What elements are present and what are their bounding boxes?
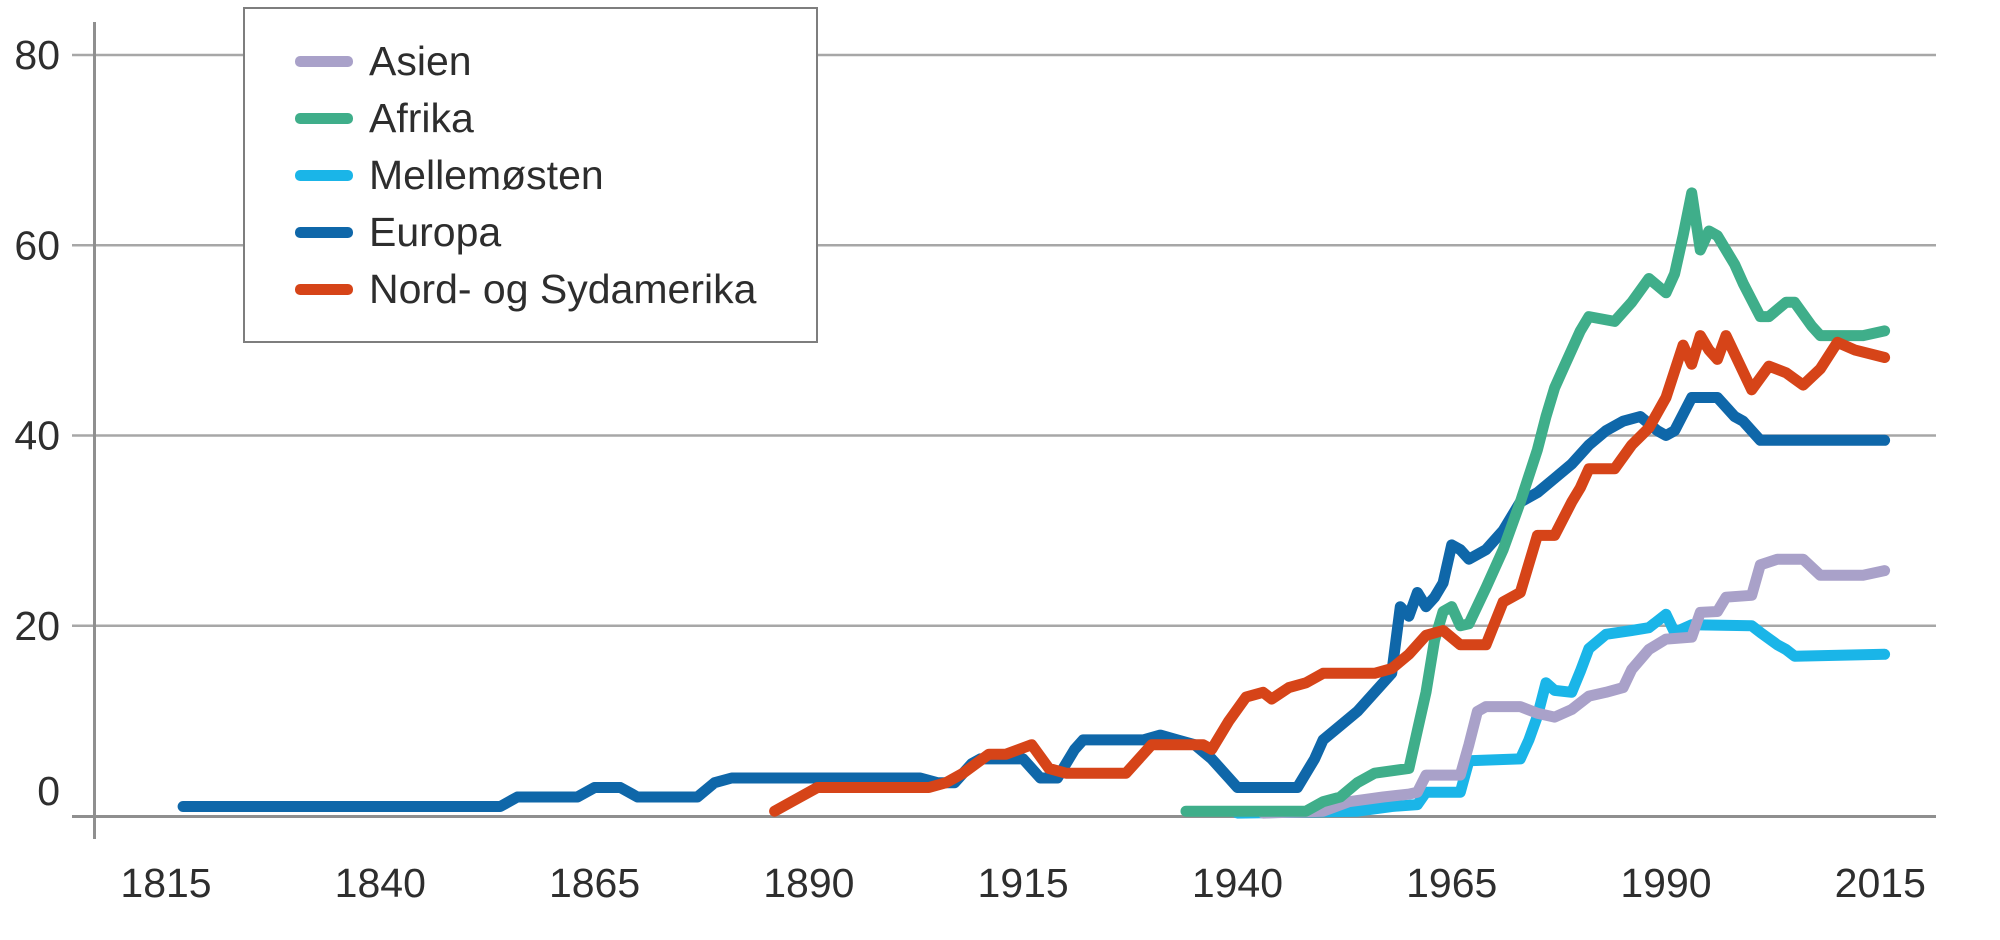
legend-label-europa: Europa: [369, 209, 502, 255]
legend-label-mellemosten: Mellemøsten: [369, 152, 604, 198]
y-tick-label-40: 40: [14, 413, 60, 459]
x-tick-label-1840: 1840: [335, 860, 426, 906]
y-tick-label-0: 0: [37, 768, 60, 814]
x-tick-label-1940: 1940: [1192, 860, 1283, 906]
x-tick-label-1815: 1815: [120, 860, 211, 906]
legend-item-afrika: Afrika: [295, 90, 816, 147]
x-tick-label-1890: 1890: [763, 860, 854, 906]
x-tick-label-1965: 1965: [1406, 860, 1497, 906]
x-tick-label-2015: 2015: [1835, 860, 1926, 906]
legend-label-afrika: Afrika: [369, 95, 474, 141]
legend-item-europa: Europa: [295, 204, 816, 261]
x-tick-label-1915: 1915: [978, 860, 1069, 906]
legend-label-asien: Asien: [369, 38, 472, 84]
x-tick-label-1990: 1990: [1620, 860, 1711, 906]
y-tick-label-20: 20: [14, 603, 60, 649]
legend-box: Asien Afrika Mellemøsten Europa Nord- og Syd…: [243, 7, 818, 343]
series-line-asien: [1257, 553, 1891, 819]
legend-swatch-afrika: [295, 113, 353, 124]
y-tick-label-60: 60: [14, 222, 60, 268]
x-tick-label-1865: 1865: [549, 860, 640, 906]
legend-label-nord-og-sydamerika: Nord- og Sydamerika: [369, 266, 757, 312]
legend-swatch-asien: [295, 56, 353, 67]
y-tick-label-80: 80: [14, 32, 60, 78]
legend-swatch-mellemosten: [295, 170, 353, 181]
legend-item-mellemosten: Mellemøsten: [295, 147, 816, 204]
series-line-afrika: [1180, 187, 1891, 817]
legend-items: Asien Afrika Mellemøsten Europa Nord- og Syd…: [295, 33, 816, 318]
legend-item-nord-og-sydamerika: Nord- og Sydamerika: [295, 261, 816, 318]
legend-swatch-europa: [295, 227, 353, 238]
legend-item-asien: Asien: [295, 33, 816, 90]
series-line-mellemosten: [1231, 608, 1891, 819]
series-line-europa: [177, 392, 1891, 812]
legend-swatch-nord-og-sydamerika: [295, 284, 353, 295]
series-line-nord-og-sydamerika: [769, 330, 1891, 817]
